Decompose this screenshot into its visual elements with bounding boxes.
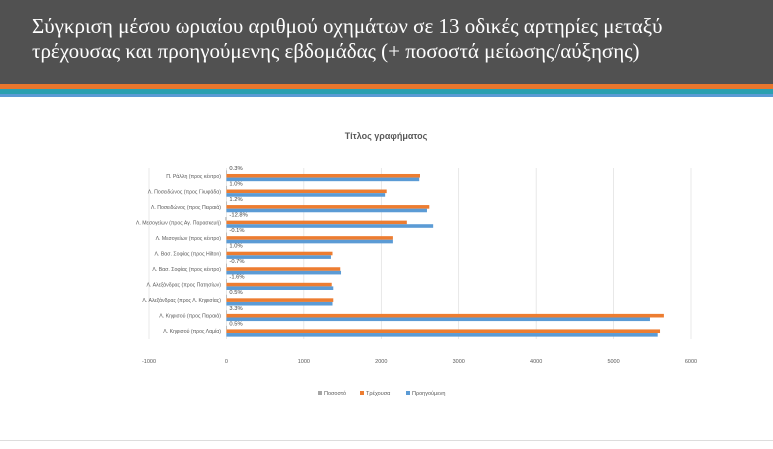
bar-proigoumeni [226, 333, 658, 337]
bar-proigoumeni [226, 208, 427, 213]
data-label-pososto: 0.5% [229, 321, 242, 327]
x-tick-label: 2000 [375, 359, 387, 365]
bar-pososto [226, 248, 228, 252]
category-label: Λ. Ποσειδώνος (προς Γλυφάδα) [148, 188, 222, 195]
bar-pososto [225, 217, 227, 221]
legend-swatch [406, 391, 410, 395]
bar-trexousa [226, 267, 341, 271]
category-label: Λ. Αλεξάνδρας (προς Πατησίων) [147, 282, 222, 289]
bar-pososto [226, 263, 227, 268]
bar-trexousa [226, 329, 661, 334]
bar-trexousa [226, 220, 407, 225]
bar-proigoumeni [226, 193, 386, 197]
bar-trexousa [226, 236, 393, 240]
bar-proigoumeni [226, 301, 333, 306]
bar-trexousa [226, 282, 332, 287]
category-label: Λ. Μεσογείων (προς κέντρο) [156, 235, 222, 242]
bar-pososto [226, 185, 228, 190]
x-tick-label: -1000 [142, 359, 156, 365]
category-label: Λ. Βασ. Σοφίας (προς κέντρο) [152, 266, 221, 273]
x-tick-label: 6000 [685, 359, 697, 365]
bar-pososto [226, 294, 228, 299]
bar-proigoumeni [226, 177, 420, 182]
data-label-pososto: 1.2% [229, 197, 242, 203]
x-tick-label: 5000 [607, 359, 619, 365]
x-tick-label: 4000 [530, 359, 542, 365]
slide-header: Σύγκριση μέσου ωριαίου αριθμού οχημάτων … [0, 0, 773, 84]
bar-pososto [226, 310, 228, 314]
legend-label: Προηγούμενη [412, 390, 445, 397]
slide-title: Σύγκριση μέσου ωριαίου αριθμού οχημάτων … [32, 14, 663, 63]
bar-proigoumeni [226, 224, 434, 228]
bar-pososto [226, 279, 227, 283]
data-label-pososto: 3.3% [229, 306, 242, 312]
bar-proigoumeni [226, 270, 342, 275]
x-tick-label: 3000 [453, 359, 465, 365]
accent-stripe-blue [0, 94, 773, 97]
bar-trexousa [226, 173, 420, 178]
bar-pososto [226, 232, 228, 237]
bar-trexousa [226, 298, 334, 302]
slide-bottom-rule [0, 440, 773, 441]
legend-label: Τρέχουσα [366, 390, 391, 397]
bar-proigoumeni [226, 317, 650, 322]
accent-stripe-teal [0, 89, 773, 94]
category-labels: Π. Ράλλη (προς κέντρο) Λ. Ποσειδώνος (προ… [136, 173, 221, 335]
x-tick-label: 0 [225, 359, 228, 365]
legend-swatch [360, 391, 364, 395]
data-labels: 0.3% 1.0% 1.2% -12.8% -0.1% 1.0% -0.7% -1.6% 0.5… [229, 166, 247, 327]
category-label: Λ. Κηφισού (προς Λαμία) [163, 329, 221, 335]
bar-pososto [226, 325, 228, 330]
data-label-pososto: -1.6% [229, 275, 244, 281]
chart-legend: Ποσοστό Τρέχουσα Προηγούμενη [318, 390, 445, 397]
category-label: Λ. Κηφισού (προς Πειραιά) [159, 313, 221, 320]
accent-stripe-orange [0, 84, 773, 89]
data-label-pososto: -0.7% [229, 259, 244, 265]
data-label-pososto: 1.0% [229, 181, 242, 187]
x-axis-ticks: -1000 0 1000 2000 3000 4000 5000 6000 [142, 359, 697, 365]
data-label-pososto: -12.8% [229, 213, 247, 219]
data-label-pososto: 0.3% [229, 166, 242, 172]
legend-swatch [318, 391, 322, 395]
category-label: Λ. Μεσογείων (προς Αγ. Παρασκευή) [136, 219, 221, 226]
legend-label: Ποσοστό [324, 390, 346, 397]
chart-bars [225, 170, 664, 337]
bar-pososto [226, 201, 228, 206]
category-label: Λ. Βασ. Σοφίας (προς Hilton) [154, 252, 221, 258]
bar-trexousa [226, 189, 387, 194]
data-label-pososto: 0.5% [229, 290, 242, 296]
bar-proigoumeni [226, 239, 393, 244]
x-tick-label: 1000 [298, 359, 310, 365]
bar-trexousa [226, 251, 333, 256]
chart-title: Τίτλος γραφήματος [345, 131, 428, 141]
category-label: Λ. Αλεξάνδρας (προς Λ. Κηφισίας) [142, 297, 221, 304]
category-label: Π. Ράλλη (προς κέντρο) [166, 173, 221, 180]
bar-trexousa [226, 313, 664, 318]
data-label-pososto: -0.1% [229, 228, 244, 234]
category-label: Λ. Ποσειδώνος (προς Πειραιά) [151, 204, 221, 211]
data-label-pososto: 1.0% [229, 244, 242, 250]
bar-pososto [226, 170, 228, 174]
bar-proigoumeni [226, 255, 331, 259]
bar-trexousa [226, 205, 430, 209]
bar-proigoumeni [226, 286, 334, 290]
